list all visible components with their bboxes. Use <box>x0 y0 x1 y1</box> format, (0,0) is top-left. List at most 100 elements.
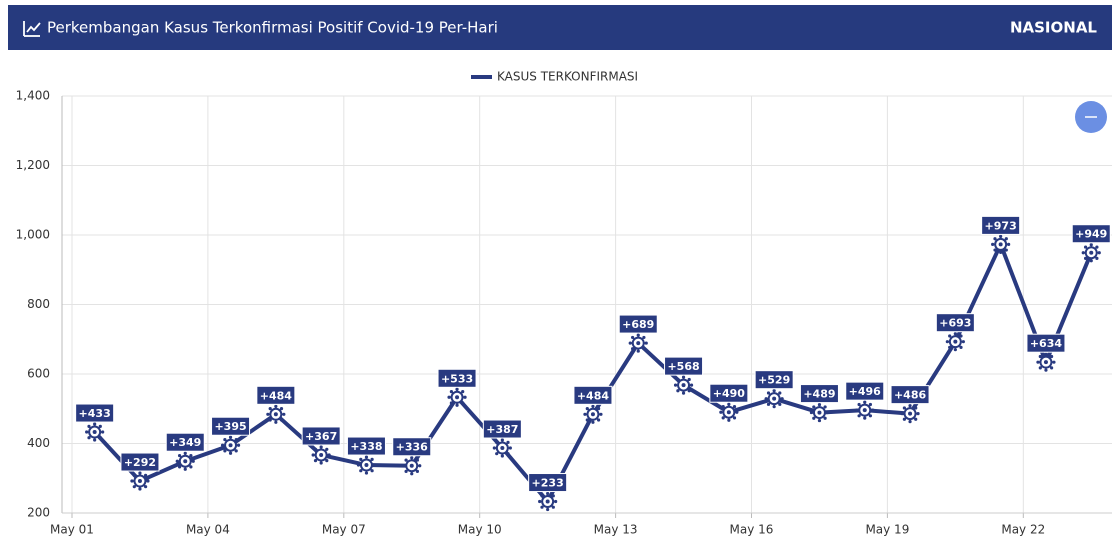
marker-tip <box>673 383 678 387</box>
marker-tip <box>455 403 459 407</box>
marker-tip <box>630 347 635 351</box>
data-label-box <box>618 314 658 334</box>
marker-tip <box>540 505 544 509</box>
marker-tip <box>908 404 912 408</box>
marker-tip <box>902 406 906 410</box>
y-tick-label: 200 <box>27 506 50 520</box>
marker-tip <box>146 479 150 483</box>
marker-tip <box>189 465 193 469</box>
data-label: +689 <box>622 318 654 331</box>
marker-tip <box>719 410 723 414</box>
virus-marker <box>809 402 830 423</box>
data-label: +634 <box>1030 337 1063 350</box>
marker-tip <box>642 347 646 351</box>
marker-tip <box>1007 242 1011 246</box>
marker-tip <box>279 418 284 422</box>
marker-tip <box>676 377 680 382</box>
marker-tip <box>495 440 499 444</box>
marker-tip <box>871 408 875 412</box>
virus-marker <box>991 234 1011 254</box>
marker-tip <box>274 404 278 408</box>
marker-tip <box>87 424 91 428</box>
marker-tip <box>772 389 776 393</box>
data-label: +367 <box>305 430 337 443</box>
data-label: +529 <box>758 374 790 387</box>
marker-tip <box>538 499 542 504</box>
marker-tip <box>591 404 595 408</box>
marker-tip <box>902 417 906 421</box>
marker-tip <box>85 430 89 434</box>
virus-marker <box>1081 243 1101 263</box>
data-label-box <box>845 381 885 401</box>
data-label: +349 <box>169 436 201 449</box>
virus-marker <box>175 451 195 471</box>
marker-tip <box>93 422 97 426</box>
marker-tip <box>766 402 771 406</box>
marker-tip <box>364 455 369 459</box>
marker-core <box>319 452 324 457</box>
marker-tip <box>583 412 587 416</box>
header-bar <box>8 5 1112 50</box>
marker-core <box>409 463 414 468</box>
marker-tip <box>418 464 422 468</box>
y-tick-label: 1,400 <box>16 89 50 103</box>
marker-core <box>500 446 505 451</box>
marker-tip <box>175 459 179 463</box>
marker-tip <box>364 471 369 475</box>
marker-tip <box>681 391 686 395</box>
virus-marker <box>266 404 286 424</box>
marker-tip <box>735 410 739 414</box>
virus-marker <box>220 435 241 455</box>
series-line <box>93 242 1094 504</box>
marker-tip <box>189 453 193 458</box>
marker-tip <box>1044 352 1048 356</box>
data-label: +693 <box>939 317 971 330</box>
marker-tip <box>727 418 731 422</box>
marker-tip <box>1038 366 1042 370</box>
data-label: +973 <box>985 219 1017 232</box>
marker-tip <box>234 437 238 442</box>
marker-tip <box>313 447 318 451</box>
data-label-box <box>75 403 115 423</box>
y-tick-label: 400 <box>27 436 50 450</box>
marker-tip <box>319 445 323 449</box>
marker-tip <box>681 375 686 379</box>
marker-core <box>636 341 641 346</box>
data-label-box <box>754 370 794 390</box>
virus-marker <box>85 422 105 442</box>
marker-core <box>862 408 867 413</box>
marker-tip <box>138 487 142 491</box>
data-label-box <box>256 385 296 405</box>
virus-marker <box>764 389 784 409</box>
marker-tip <box>223 449 227 453</box>
marker-tip <box>812 416 816 420</box>
marker-tip <box>900 412 904 416</box>
marker-tip <box>999 250 1003 254</box>
marker-tip <box>817 402 822 407</box>
marker-tip <box>732 416 737 420</box>
data-label-box <box>528 473 568 493</box>
marker-tip <box>1004 248 1008 252</box>
data-label-box <box>301 426 341 446</box>
data-label: +489 <box>803 388 835 401</box>
chart-title: Perkembangan Kasus Terkonfirmasi Positif… <box>47 19 498 37</box>
marker-tip <box>914 417 918 421</box>
marker-tip <box>495 452 499 456</box>
marker-tip <box>908 420 912 424</box>
marker-tip <box>1052 360 1056 364</box>
marker-tip <box>268 407 272 411</box>
data-label-box <box>1071 224 1111 244</box>
marker-tip <box>780 397 784 401</box>
marker-tip <box>410 472 414 476</box>
marker-tip <box>1038 354 1042 359</box>
marker-core <box>273 412 278 417</box>
marker-core <box>998 242 1003 247</box>
virus-marker <box>673 375 694 395</box>
data-label: +484 <box>577 389 610 402</box>
marker-tip <box>1097 251 1101 255</box>
marker-tip <box>766 391 771 395</box>
virus-marker <box>945 332 965 352</box>
marker-tip <box>778 402 782 406</box>
